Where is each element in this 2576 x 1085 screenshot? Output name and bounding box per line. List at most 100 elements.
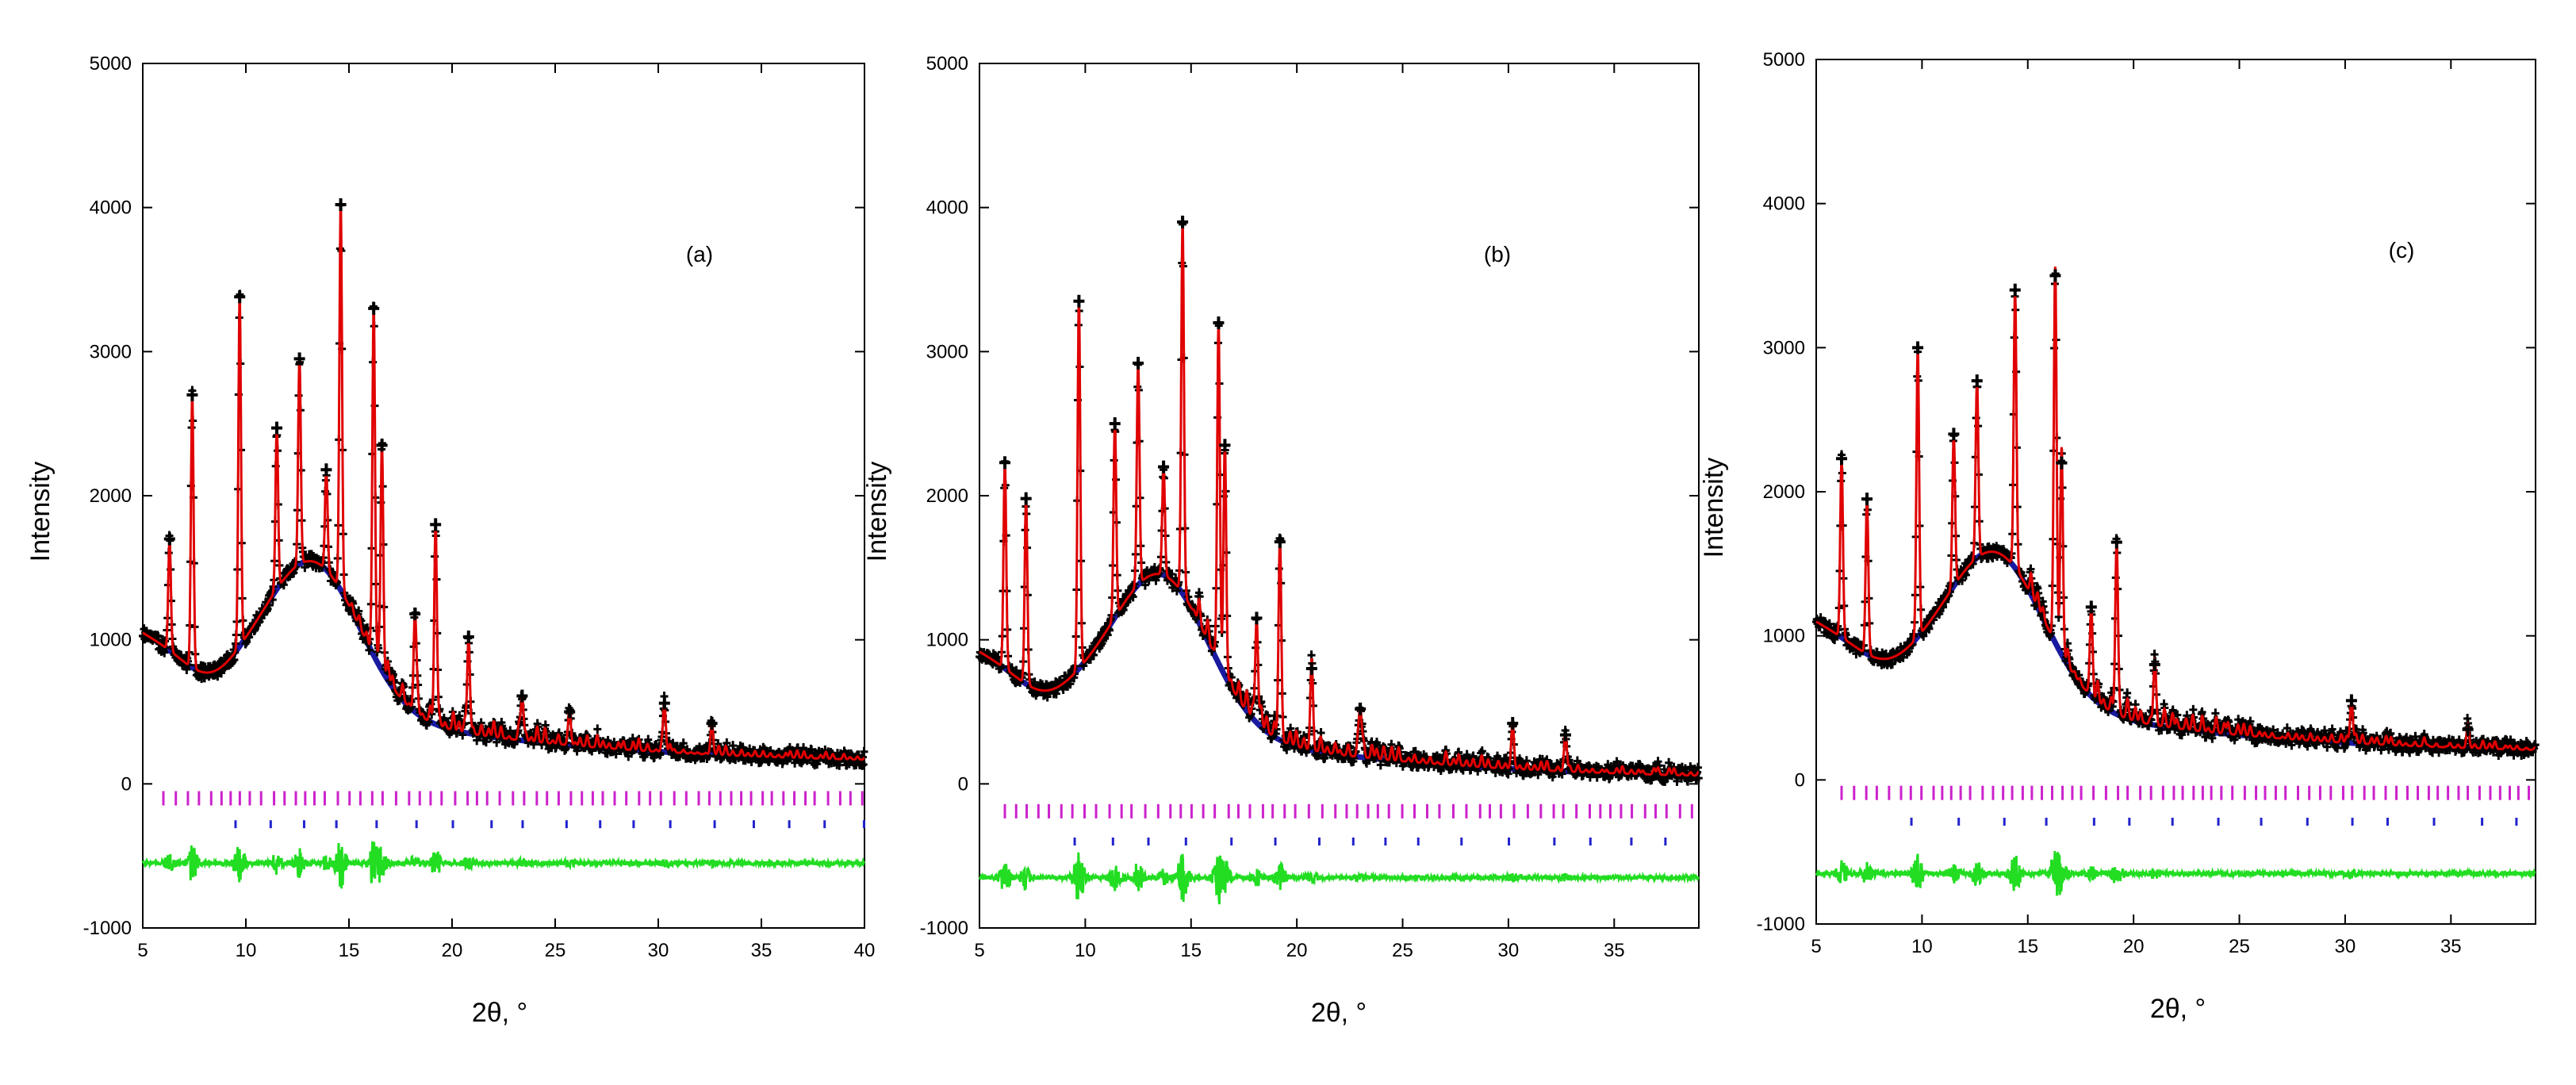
x-tick-label: 30 xyxy=(1498,940,1520,961)
peak-marker xyxy=(2149,658,2160,671)
observed-point xyxy=(154,631,163,642)
y-tick-label: 5000 xyxy=(926,53,968,75)
peak-marker xyxy=(658,696,670,710)
x-tick-label: 10 xyxy=(236,940,257,961)
chart-panel-a: 5 10 15 20 25 30 35 40 -1000 0 1000 2000 3000 4000 500… xyxy=(25,53,875,1028)
observed-point xyxy=(859,759,868,769)
peak-marker xyxy=(1213,316,1225,329)
y-tick-label: 2000 xyxy=(1763,481,1805,503)
peak-marker xyxy=(368,301,380,315)
observed-series xyxy=(139,200,868,770)
x-tick-label: 20 xyxy=(442,940,463,961)
peak-marker xyxy=(2049,269,2061,282)
x-tick-label: 35 xyxy=(751,940,772,961)
x-tick-label: 40 xyxy=(854,940,876,961)
observed-point xyxy=(1282,744,1291,754)
observed-point xyxy=(1314,750,1323,761)
reflection-row-phase-2 xyxy=(1073,838,1667,845)
peak-marker xyxy=(564,705,576,719)
y-tick-label: 2000 xyxy=(90,485,132,507)
peak-marker xyxy=(462,631,474,644)
observed-point xyxy=(650,752,659,762)
y-tick-label: -1000 xyxy=(83,918,132,939)
x-axis-title: 2θ, ° xyxy=(472,998,527,1028)
observed-point xyxy=(1504,769,1512,779)
observed-point xyxy=(729,741,738,751)
panel-label: (a) xyxy=(686,242,713,266)
y-tick-label: 1000 xyxy=(926,630,968,651)
reflection-row-phase-1 xyxy=(1840,785,2531,800)
y-tick-label: -1000 xyxy=(1757,914,1805,935)
observed-point xyxy=(160,647,169,658)
observed-series xyxy=(976,219,1703,786)
y-tick-label: 0 xyxy=(958,773,968,795)
x-axis-title: 2θ, ° xyxy=(1311,998,1367,1028)
observed-point xyxy=(860,746,868,757)
panel-label: (b) xyxy=(1484,242,1511,266)
y-tick-label: 5000 xyxy=(90,53,132,75)
x-tick-label: 25 xyxy=(545,940,566,961)
x-tick-label: 10 xyxy=(1911,936,1933,957)
difference-curve xyxy=(979,852,1700,905)
y-tick-label: 0 xyxy=(121,773,132,795)
peak-marker xyxy=(1109,417,1121,431)
peak-marker xyxy=(1507,717,1519,730)
x-tick-label: 15 xyxy=(339,940,360,961)
peak-marker xyxy=(335,198,347,212)
y-tick-label: 3000 xyxy=(1763,337,1805,358)
x-tick-label: 10 xyxy=(1075,940,1096,961)
plot-frame xyxy=(142,63,865,929)
x-tick-label: 20 xyxy=(2123,936,2145,957)
observed-point xyxy=(1140,580,1149,590)
peak-marker xyxy=(516,689,528,703)
observed-point xyxy=(593,724,602,734)
x-tick-label: 5 xyxy=(137,940,148,961)
peak-marker xyxy=(1158,460,1170,473)
peak-marker xyxy=(293,352,305,366)
peak-marker xyxy=(1251,612,1263,625)
chart-panel-c: 5 10 15 20 25 30 35 -1000 0 1000 2000 3000 4000 5000 2… xyxy=(1699,49,2540,1024)
y-tick-label: 3000 xyxy=(90,341,132,362)
difference-curve xyxy=(1815,850,2536,896)
x-tick-label: 5 xyxy=(1811,936,1821,957)
peak-marker xyxy=(409,607,421,620)
y-axis-title: Intensity xyxy=(862,462,892,562)
observed-point xyxy=(1376,760,1385,770)
peak-marker xyxy=(2009,283,2021,297)
peak-marker xyxy=(234,290,246,304)
peak-marker xyxy=(1861,493,1873,506)
reflection-row-phase-1 xyxy=(162,791,864,806)
y-axis-title: Intensity xyxy=(25,462,56,562)
observed-point xyxy=(365,645,374,655)
peak-marker xyxy=(999,456,1011,470)
x-tick-label: 20 xyxy=(1286,940,1308,961)
x-tick-label: 35 xyxy=(1604,940,1625,961)
y-tick-label: 2000 xyxy=(926,485,968,507)
y-tick-label: -1000 xyxy=(920,918,968,939)
y-tick-label: 4000 xyxy=(1763,194,1805,215)
x-tick-label: 5 xyxy=(974,940,984,961)
x-tick-label: 15 xyxy=(1180,940,1202,961)
y-tick-label: 1000 xyxy=(90,630,132,651)
x-tick-label: 30 xyxy=(2335,936,2356,957)
x-tick-label: 25 xyxy=(1392,940,1413,961)
y-axis-title: Intensity xyxy=(1699,458,1729,558)
calculated-profile xyxy=(979,221,1700,777)
peak-marker xyxy=(1177,215,1189,228)
peak-marker xyxy=(706,717,718,730)
peak-marker xyxy=(1020,492,1032,505)
x-tick-label: 35 xyxy=(2440,936,2462,957)
observed-point xyxy=(1052,688,1060,699)
difference-curve xyxy=(141,841,865,889)
peak-marker xyxy=(271,421,282,435)
reflection-row-phase-1 xyxy=(1003,803,1693,819)
y-tick-label: 0 xyxy=(1795,769,1805,791)
observed-point xyxy=(679,738,688,749)
reflection-row-phase-2 xyxy=(234,820,865,829)
y-tick-label: 1000 xyxy=(1763,626,1805,647)
x-tick-label: 30 xyxy=(648,940,669,961)
plot-frame xyxy=(979,63,1700,929)
peak-marker xyxy=(376,439,388,452)
y-tick-label: 5000 xyxy=(1763,49,1805,71)
